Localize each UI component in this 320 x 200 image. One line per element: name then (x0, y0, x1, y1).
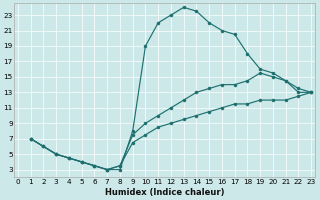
X-axis label: Humidex (Indice chaleur): Humidex (Indice chaleur) (105, 188, 224, 197)
